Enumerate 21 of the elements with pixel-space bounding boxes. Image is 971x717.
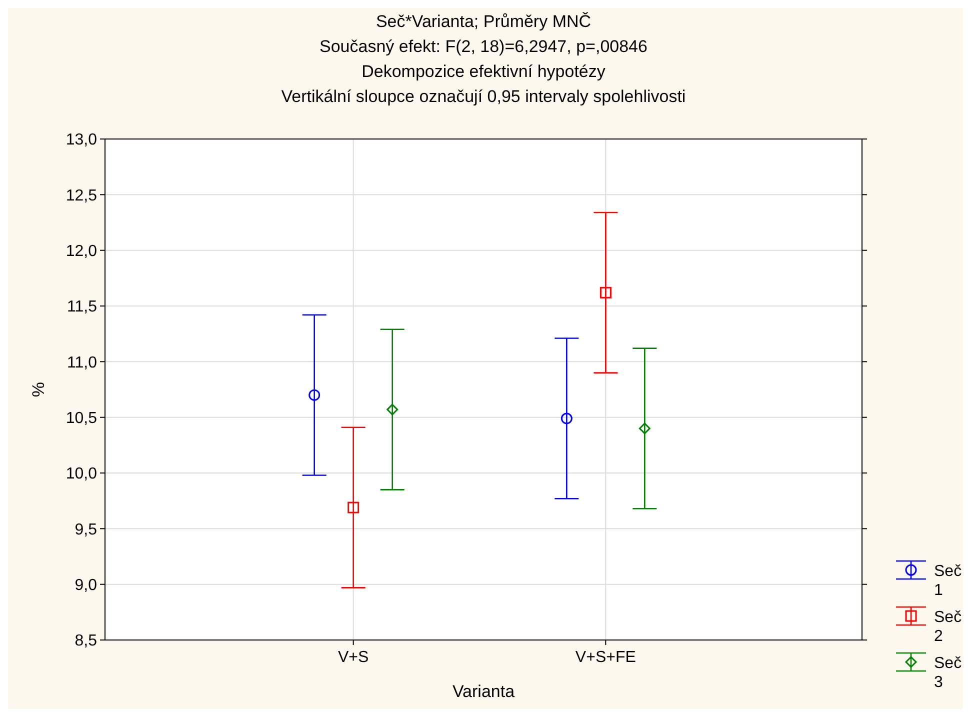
legend-label: Seč 3 (934, 655, 962, 691)
y-tick-label: 11,5 (67, 298, 98, 316)
y-tick-label: 12,5 (66, 187, 98, 204)
y-tick-label: 11,0 (67, 354, 98, 372)
chart-subtitle: Současný efekt: F(2, 18)=6,2947, p=,00846 (320, 37, 648, 56)
y-tick-label: 13,0 (66, 132, 98, 149)
chart-title: Seč*Varianta; Průměry MNČ (376, 12, 592, 31)
x-tick-label: V+S+FE (575, 649, 636, 666)
text: Vertikální sloupce označují 0,95 intervaly spolehlivosti (281, 87, 686, 106)
legend-label: Seč 2 (934, 609, 962, 645)
x-axis-title: Varianta (452, 682, 516, 701)
y-tick-label: 9,0 (74, 576, 98, 594)
y-tick-label: 8,5 (74, 632, 98, 650)
text: Dekompozice efektivní hypotézy (362, 62, 606, 81)
y-tick-label: 12,0 (66, 242, 98, 260)
legend-label: Seč 1 (934, 563, 962, 599)
y-tick-label: 10,5 (66, 410, 98, 427)
y-tick-label: 10,0 (66, 466, 98, 483)
x-tick-label: V+S (338, 649, 369, 666)
y-tick-label: 9,5 (74, 521, 98, 538)
y-axis-title: % (29, 382, 48, 398)
